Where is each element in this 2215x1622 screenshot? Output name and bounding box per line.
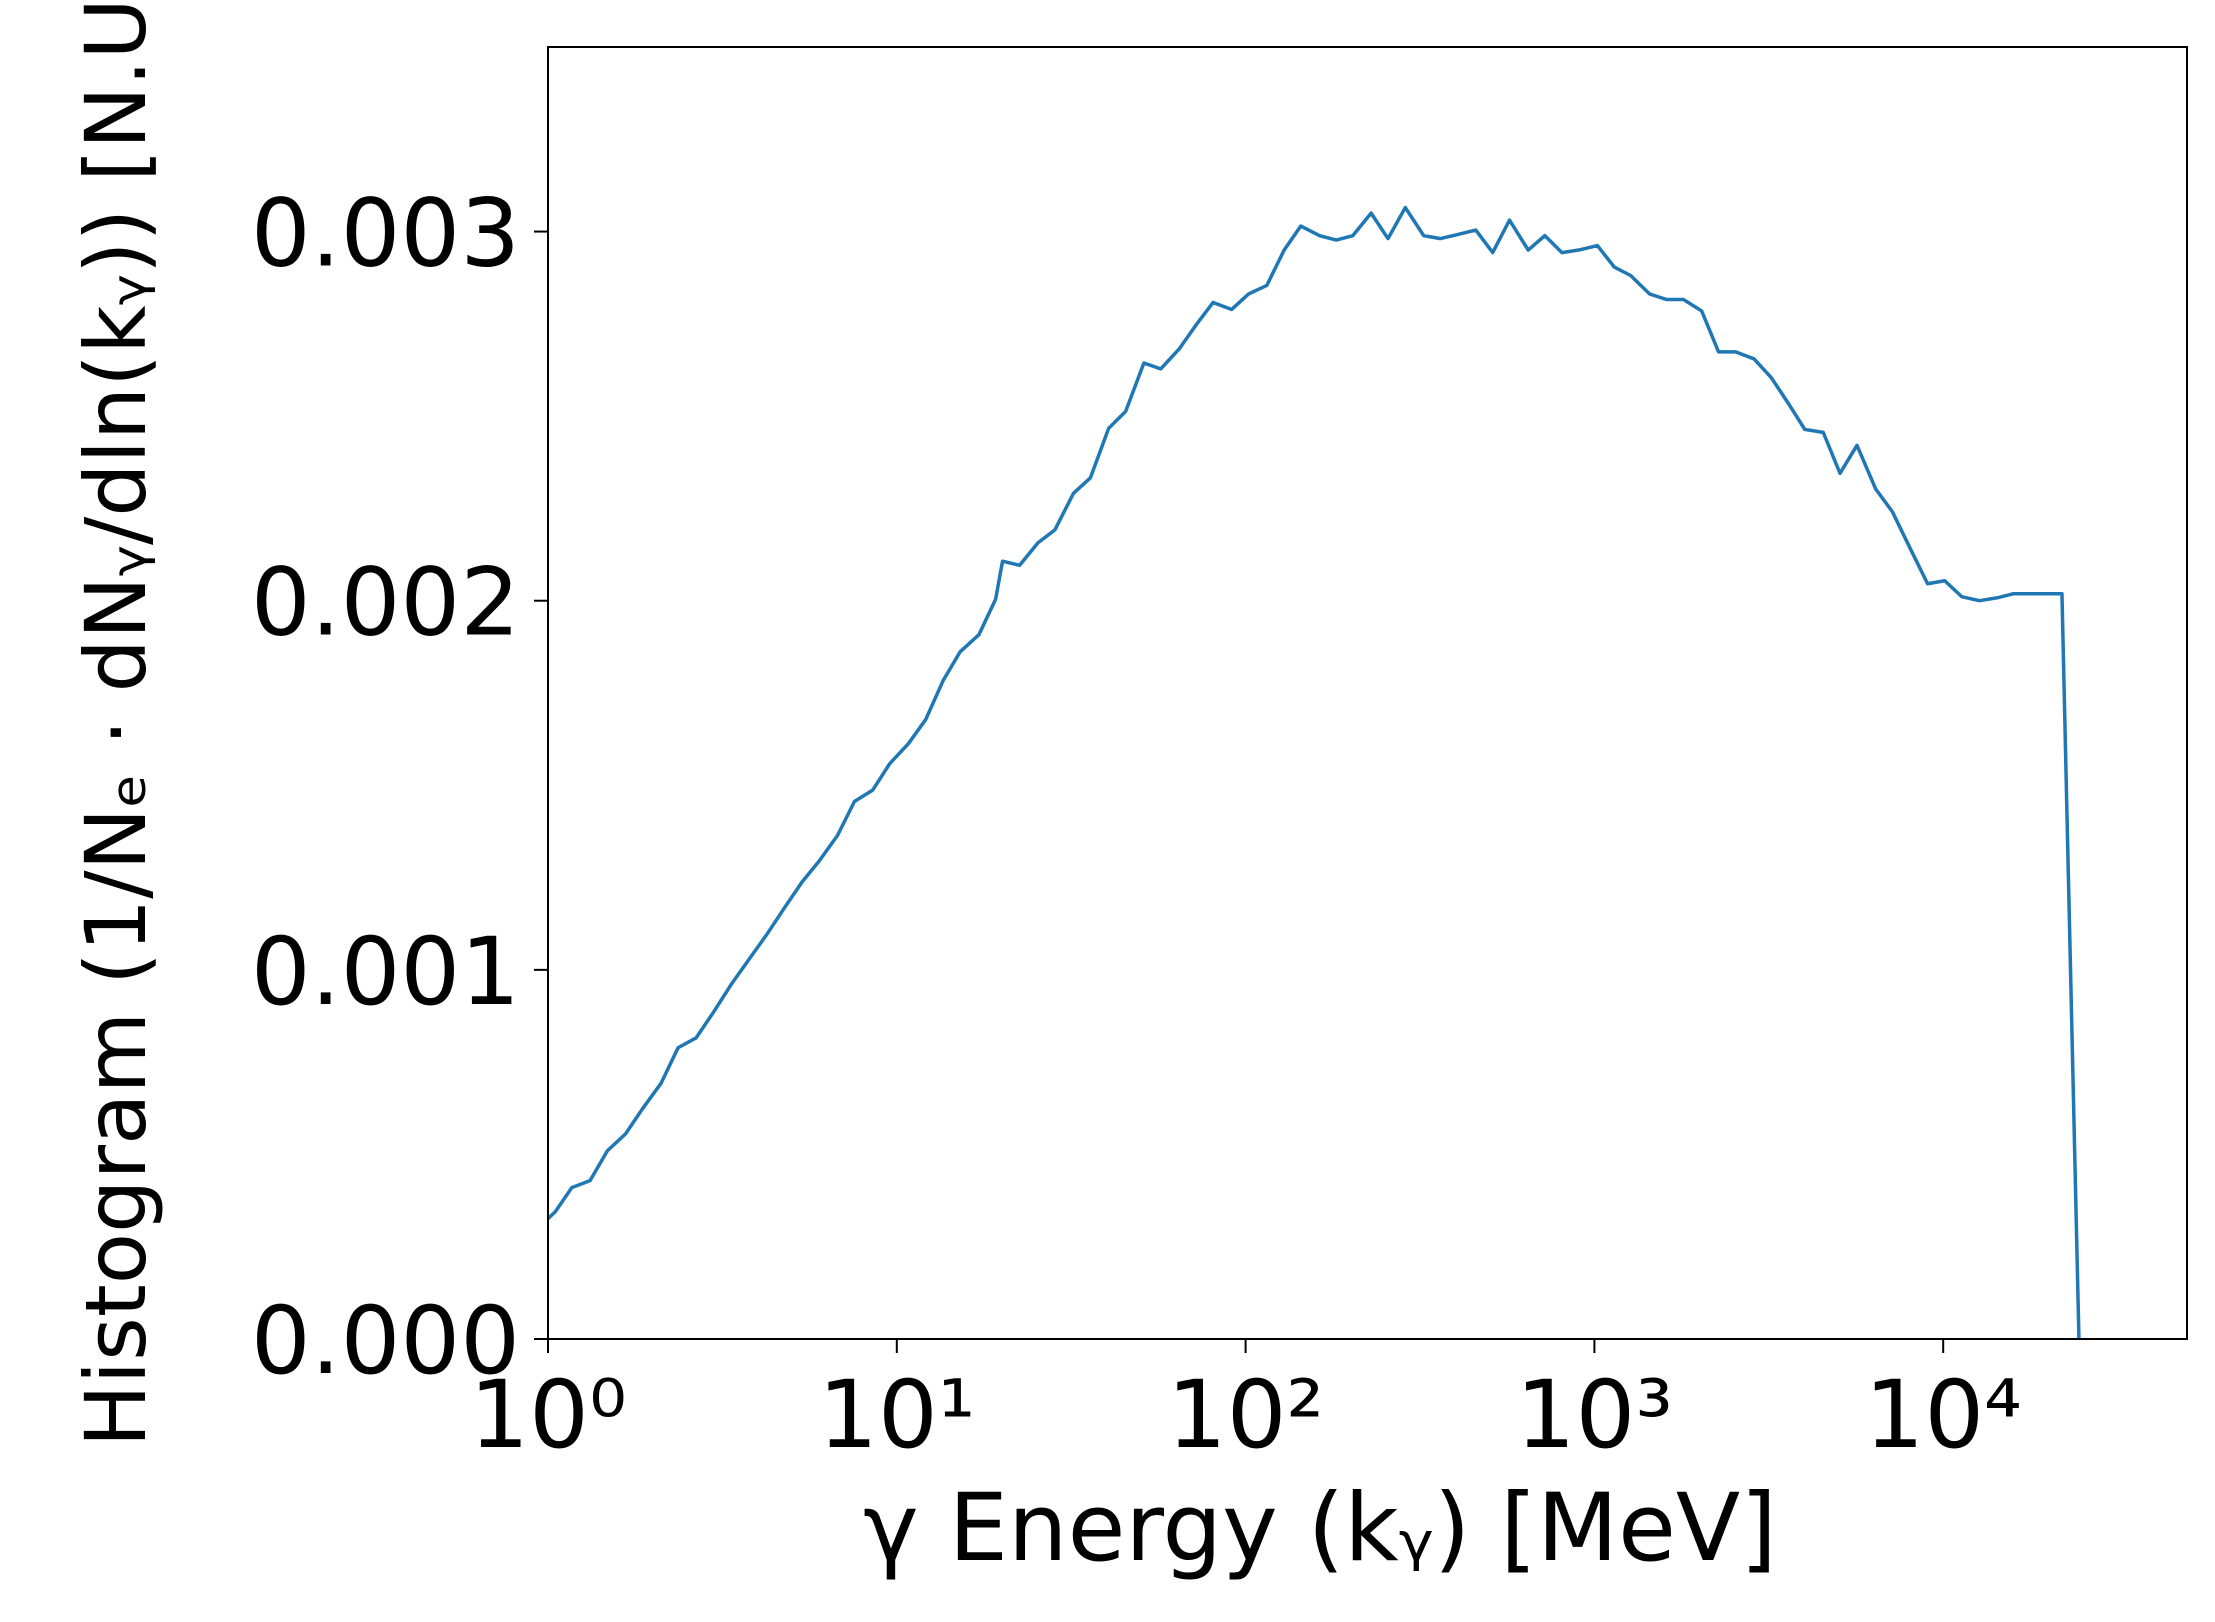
x-axis-label: γ Energy (kᵧ) [MeV] (863, 1474, 1777, 1583)
x-tick-label: 10³ (1516, 1361, 1673, 1470)
y-tick-label: 0.000 (251, 1287, 520, 1396)
y-axis-label: Histogram (1/Nₑ · dNᵧ/dln(kᵧ)) [N.U.] (67, 0, 165, 1447)
data-line (546, 205, 2081, 1340)
x-tick-label: 10⁰ (469, 1361, 626, 1470)
x-tick-label: 10² (1167, 1361, 1324, 1470)
y-tick-label: 0.002 (251, 549, 520, 658)
x-tick-label: 10¹ (818, 1361, 975, 1470)
y-tick-label: 0.003 (251, 180, 520, 289)
plot-frame (547, 46, 2188, 1340)
x-tick-label: 10⁴ (1865, 1361, 2022, 1470)
y-tick-label: 0.001 (251, 918, 520, 1027)
